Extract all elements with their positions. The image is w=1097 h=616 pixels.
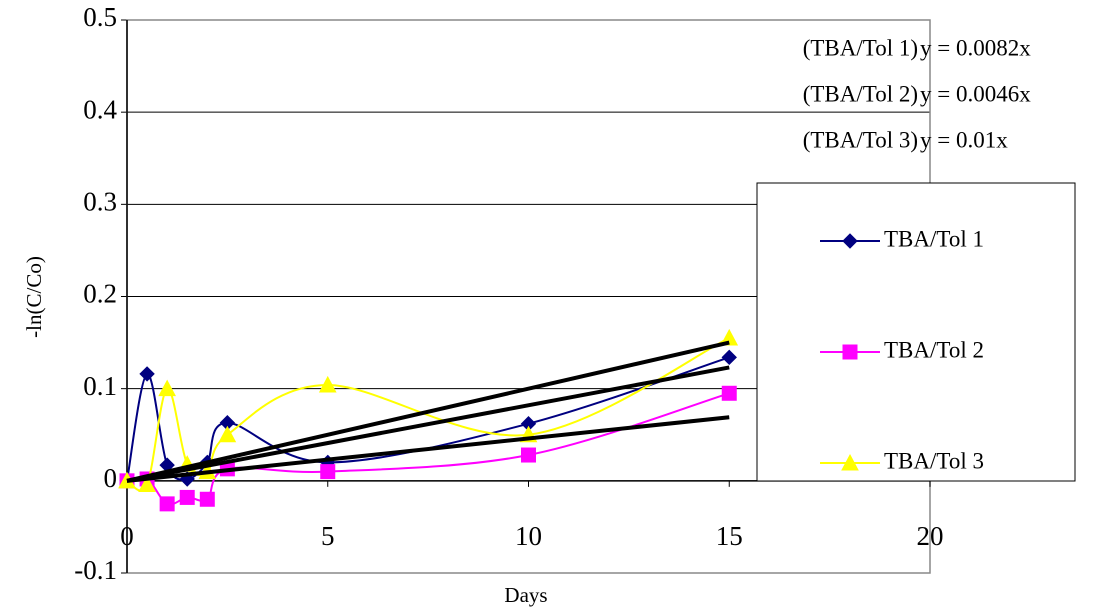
marker (318, 375, 337, 393)
legend-label: TBA/Tol 1 (884, 226, 984, 251)
marker (159, 496, 175, 512)
trendline-series: (TBA/Tol 1) (803, 35, 918, 60)
marker (199, 491, 215, 507)
marker (139, 366, 155, 382)
x-tick-label: 10 (515, 521, 542, 551)
marker (138, 475, 156, 493)
trendline-series: (TBA/Tol 2) (803, 81, 918, 106)
y-tick-label: 0.5 (83, 2, 117, 32)
trendline-equation: y = 0.0082x (920, 35, 1031, 60)
x-tick-label: 15 (716, 521, 743, 551)
legend-marker (842, 233, 858, 249)
x-axis-title: Days (504, 583, 547, 607)
trendline-equation: y = 0.01x (920, 127, 1008, 152)
legend-marker (842, 344, 858, 360)
trendline-equation: y = 0.0046x (920, 81, 1031, 106)
marker (179, 489, 195, 505)
marker (720, 328, 739, 346)
trendline (126, 415, 730, 483)
y-tick-label: 0.1 (83, 371, 117, 401)
marker (521, 447, 536, 463)
y-axis-title: -ln(C/Co) (22, 256, 46, 338)
x-tick-label: 0 (120, 521, 134, 551)
y-tick-label: 0.3 (83, 187, 117, 217)
y-tick-label: 0.4 (83, 94, 117, 124)
marker (320, 464, 336, 480)
x-tick-label: 5 (321, 521, 335, 551)
marker (158, 379, 176, 397)
marker (721, 349, 737, 366)
legend (756, 182, 1076, 482)
trendline (126, 365, 730, 483)
y-tick-label: 0 (104, 463, 118, 493)
legend-label: TBA/Tol 2 (884, 337, 984, 362)
y-tick-label: 0.2 (83, 279, 117, 309)
trendline (126, 340, 730, 483)
legend-label: TBA/Tol 3 (884, 448, 984, 473)
marker (721, 385, 737, 401)
x-tick-label: 20 (917, 521, 944, 551)
marker (218, 425, 237, 443)
trendline-series: (TBA/Tol 3) (803, 127, 918, 152)
legend-marker (841, 453, 859, 471)
y-tick-label: -0.1 (74, 555, 117, 585)
